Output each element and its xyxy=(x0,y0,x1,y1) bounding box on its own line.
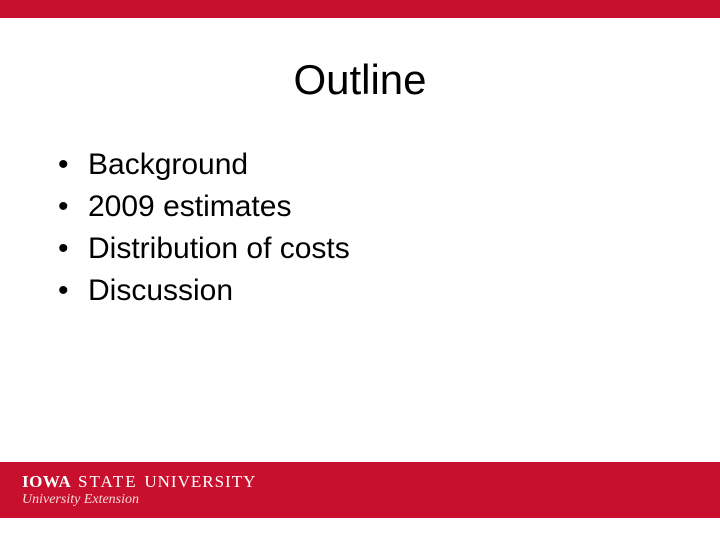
footer-logo-subtitle: University Extension xyxy=(22,493,256,507)
list-item: • 2009 estimates xyxy=(58,186,720,228)
list-item: • Discussion xyxy=(58,270,720,312)
list-item-label: 2009 estimates xyxy=(88,190,291,223)
list-item: • Background xyxy=(58,144,720,186)
list-item-label: Discussion xyxy=(88,274,233,307)
footer-bar: IOWA STATE UNIVERSITY University Extensi… xyxy=(0,462,720,518)
bullet-icon: • xyxy=(58,186,69,228)
bullet-list: • Background • 2009 estimates • Distribu… xyxy=(58,144,720,312)
list-item: • Distribution of costs xyxy=(58,228,720,270)
footer-logo-state: STATE xyxy=(78,472,138,491)
footer-logo-line1: IOWA STATE UNIVERSITY xyxy=(22,473,256,490)
footer-logo-iowa: IOWA xyxy=(22,472,71,491)
bullet-icon: • xyxy=(58,228,69,270)
top-accent-bar xyxy=(0,0,720,18)
footer-logo: IOWA STATE UNIVERSITY University Extensi… xyxy=(22,473,256,507)
footer-logo-university: UNIVERSITY xyxy=(144,472,256,491)
list-item-label: Background xyxy=(88,148,248,181)
slide-title: Outline xyxy=(0,56,720,104)
bullet-icon: • xyxy=(58,144,69,186)
bullet-icon: • xyxy=(58,270,69,312)
list-item-label: Distribution of costs xyxy=(88,232,350,265)
